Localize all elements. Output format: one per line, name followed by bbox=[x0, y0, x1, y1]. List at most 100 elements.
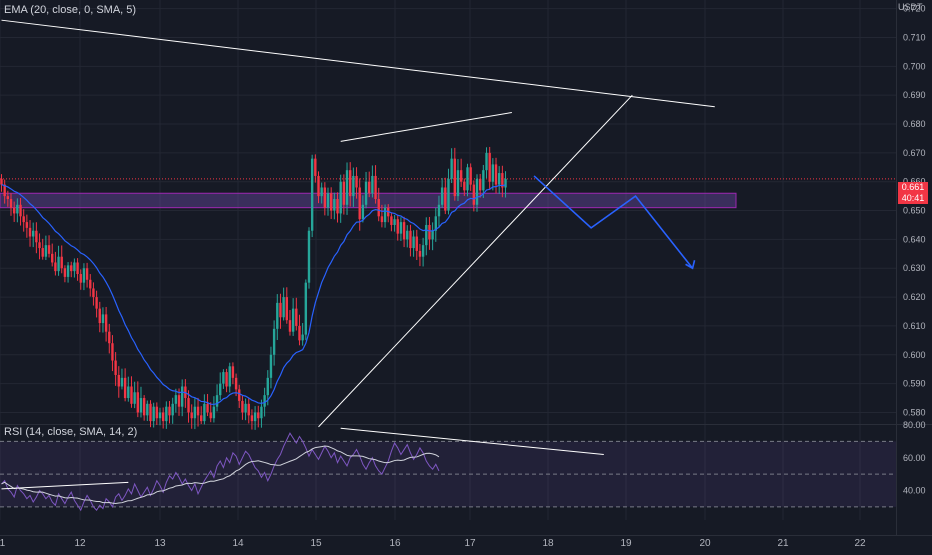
time-tick-label: 12 bbox=[74, 538, 86, 549]
candle-body bbox=[190, 412, 193, 419]
candle-body bbox=[209, 412, 212, 419]
candle-body bbox=[85, 268, 89, 280]
rsi-indicator-label[interactable]: RSI (14, close, SMA, 14, 2) bbox=[4, 426, 138, 438]
price-tick-label: 0.650 bbox=[903, 206, 926, 216]
ema-indicator-label[interactable]: EMA (20, close, 0, SMA, 5) bbox=[4, 4, 137, 16]
candle-body bbox=[32, 230, 35, 237]
candle-body bbox=[478, 178, 482, 191]
candle-body bbox=[82, 268, 86, 283]
rsi-divergence-trendline bbox=[340, 427, 604, 455]
candle-body bbox=[485, 152, 488, 171]
price-tick-label: 0.640 bbox=[903, 234, 926, 244]
candle-body bbox=[253, 412, 257, 422]
rsi-tick-label: 80.00 bbox=[903, 420, 926, 430]
candle-body bbox=[16, 204, 19, 214]
candle-body bbox=[76, 262, 79, 275]
candle-body bbox=[35, 230, 38, 243]
time-tick-label: 19 bbox=[620, 538, 632, 549]
rsi-pane bbox=[0, 432, 896, 512]
price-axis: 0.720 0.710 0.700 0.690 0.680 0.670 0.660 0.650… bbox=[903, 4, 926, 496]
candle-body bbox=[95, 297, 98, 309]
candle-body bbox=[9, 199, 13, 208]
time-tick-label: 20 bbox=[699, 538, 711, 549]
candle-body bbox=[136, 392, 140, 413]
candle-body bbox=[250, 415, 254, 422]
candle-body bbox=[383, 207, 387, 223]
candle-body bbox=[291, 308, 295, 332]
candle-body bbox=[329, 193, 333, 211]
candle-body bbox=[339, 181, 342, 214]
candle-body bbox=[482, 170, 485, 191]
candle-body bbox=[260, 406, 263, 419]
candle-body bbox=[161, 412, 165, 422]
candle-body bbox=[247, 403, 250, 416]
candle-body bbox=[326, 193, 330, 208]
candle-body bbox=[469, 167, 472, 185]
price-tick-label: 0.680 bbox=[903, 119, 926, 129]
ema-line bbox=[1, 184, 506, 406]
candle-body bbox=[219, 383, 222, 396]
candle-body bbox=[314, 158, 317, 176]
candle-body bbox=[440, 187, 444, 205]
candle-body bbox=[257, 412, 260, 419]
candle-body bbox=[206, 403, 209, 413]
candle-body bbox=[89, 279, 92, 289]
candle-body bbox=[352, 175, 355, 197]
price-tick-label: 0.700 bbox=[903, 61, 926, 71]
candle-body bbox=[114, 360, 117, 375]
candles bbox=[0, 146, 507, 430]
candle-body bbox=[459, 170, 463, 182]
time-tick-label: 17 bbox=[464, 538, 476, 549]
candle-body bbox=[149, 403, 152, 422]
candle-body bbox=[409, 230, 412, 249]
candle-body bbox=[203, 403, 206, 422]
candle-body bbox=[127, 386, 130, 399]
candle-body bbox=[171, 403, 174, 416]
time-tick-label: 18 bbox=[542, 538, 554, 549]
candle-body bbox=[364, 181, 368, 205]
candle-body bbox=[38, 242, 41, 249]
candle-body bbox=[402, 222, 406, 240]
candle-body bbox=[475, 178, 479, 205]
candle-body bbox=[130, 386, 133, 404]
candle-body bbox=[269, 354, 273, 378]
candle-body bbox=[304, 282, 308, 335]
last-price-tag: 0.661 bbox=[898, 182, 928, 193]
candle-body bbox=[234, 377, 238, 390]
time-tick-label: 22 bbox=[854, 538, 866, 549]
candle-body bbox=[193, 406, 197, 419]
candle-body bbox=[390, 216, 393, 225]
candle-body bbox=[418, 250, 422, 257]
candle-body bbox=[123, 377, 127, 399]
candle-body bbox=[310, 158, 314, 231]
time-tick-label: 15 bbox=[310, 538, 322, 549]
candle-body bbox=[374, 175, 377, 200]
candle-body bbox=[279, 302, 282, 318]
rsi-line bbox=[1, 432, 440, 512]
candle-body bbox=[70, 265, 73, 272]
candle-body bbox=[396, 219, 399, 234]
candle-body bbox=[355, 175, 358, 188]
time-tick-label: 11 bbox=[0, 538, 6, 549]
candle-body bbox=[79, 274, 82, 283]
candle-countdown: 40:41 bbox=[898, 193, 928, 204]
candle-body bbox=[266, 377, 269, 396]
candle-body bbox=[466, 167, 469, 191]
price-tick-label: 0.690 bbox=[903, 90, 926, 100]
candle-body bbox=[146, 403, 149, 416]
candle-body bbox=[307, 230, 311, 283]
candle-body bbox=[241, 400, 244, 413]
candle-body bbox=[51, 253, 54, 263]
candle-body bbox=[101, 314, 105, 324]
candle-body bbox=[215, 395, 219, 407]
candle-body bbox=[244, 403, 247, 413]
candle-body bbox=[450, 158, 453, 179]
candle-body bbox=[98, 308, 101, 324]
candle-body bbox=[494, 164, 498, 185]
descending-resistance-trendline bbox=[1, 19, 715, 108]
candle-body bbox=[231, 366, 235, 378]
candle-body bbox=[504, 178, 507, 188]
time-axis: 11 12 13 14 15 16 17 18 19 20 21 22 bbox=[0, 538, 866, 549]
